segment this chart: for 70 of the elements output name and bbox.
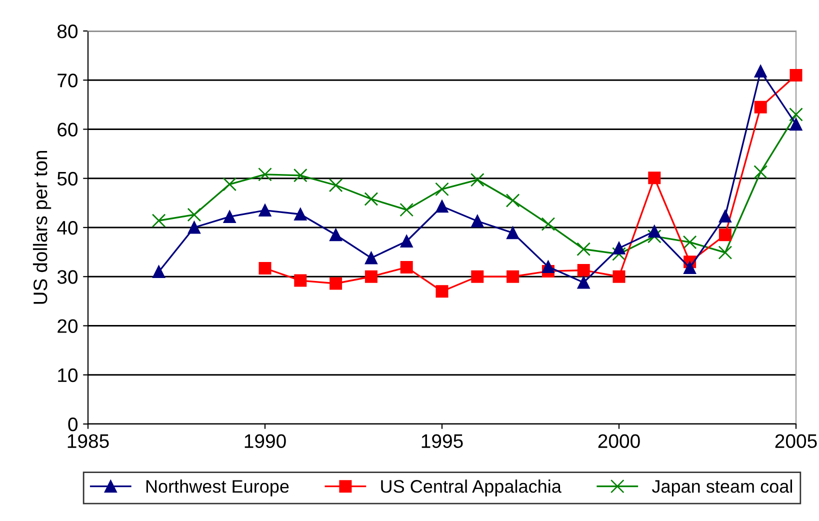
point: [541, 217, 556, 232]
point: [188, 221, 200, 234]
point: [648, 225, 661, 238]
point: [542, 260, 554, 274]
point: [364, 192, 378, 206]
point: [682, 235, 697, 250]
point: [222, 177, 237, 192]
point: [258, 204, 272, 217]
point: [400, 261, 413, 274]
point: [152, 214, 166, 228]
point: [506, 226, 520, 240]
point: [328, 178, 343, 192]
legend-label: Japan steam coal: [652, 480, 792, 496]
y-tick-label: 70: [58, 74, 78, 88]
y-tick-label: 20: [58, 319, 78, 333]
point: [436, 285, 448, 298]
point: [647, 229, 662, 244]
point: [364, 252, 378, 264]
point: [435, 182, 449, 196]
point: [754, 165, 768, 179]
point: [223, 210, 236, 223]
point: [577, 276, 590, 289]
y-tick-label: 50: [57, 172, 78, 186]
point: [612, 242, 626, 254]
point: [152, 265, 166, 278]
point: [471, 270, 484, 283]
y-axis-title: US dollars per ton: [32, 150, 52, 304]
point: [790, 68, 802, 82]
point: [330, 228, 342, 242]
point: [364, 270, 378, 283]
x-tick-label: 1985: [68, 434, 109, 448]
point: [293, 168, 308, 182]
point: [648, 172, 661, 184]
point: [612, 247, 626, 261]
point: [400, 235, 413, 248]
point: [612, 270, 626, 283]
y-tick-label: 0: [68, 417, 78, 432]
x-tick-label: 2000: [598, 434, 640, 448]
point: [436, 200, 448, 213]
point: [577, 264, 590, 276]
point: [294, 274, 307, 287]
point: [400, 202, 414, 217]
y-tick-label: 10: [58, 368, 78, 382]
x-tick-label: 2005: [775, 434, 817, 448]
point: [684, 262, 696, 274]
y-tick-label: 40: [57, 220, 78, 235]
y-tick-label: 60: [58, 122, 78, 136]
point: [470, 172, 484, 187]
point: [258, 262, 272, 275]
point: [258, 168, 272, 182]
point: [187, 208, 202, 222]
point: [754, 65, 767, 78]
x-tick-label: 1995: [422, 434, 463, 448]
x-tick-label: 1990: [244, 434, 286, 448]
legend-label: US Central Appalachia: [381, 480, 562, 496]
point: [718, 210, 732, 222]
y-tick-label: 30: [57, 270, 78, 284]
point: [330, 277, 342, 290]
point: [718, 228, 732, 242]
y-tick-label: 80: [57, 24, 78, 38]
point: [718, 246, 732, 260]
legend-label: Northwest Europe: [146, 480, 289, 496]
point: [294, 208, 307, 220]
point: [471, 214, 484, 228]
point: [789, 108, 803, 122]
point: [506, 270, 520, 283]
point: [790, 118, 802, 131]
point: [754, 100, 767, 114]
point: [576, 242, 591, 256]
point: [506, 194, 520, 208]
